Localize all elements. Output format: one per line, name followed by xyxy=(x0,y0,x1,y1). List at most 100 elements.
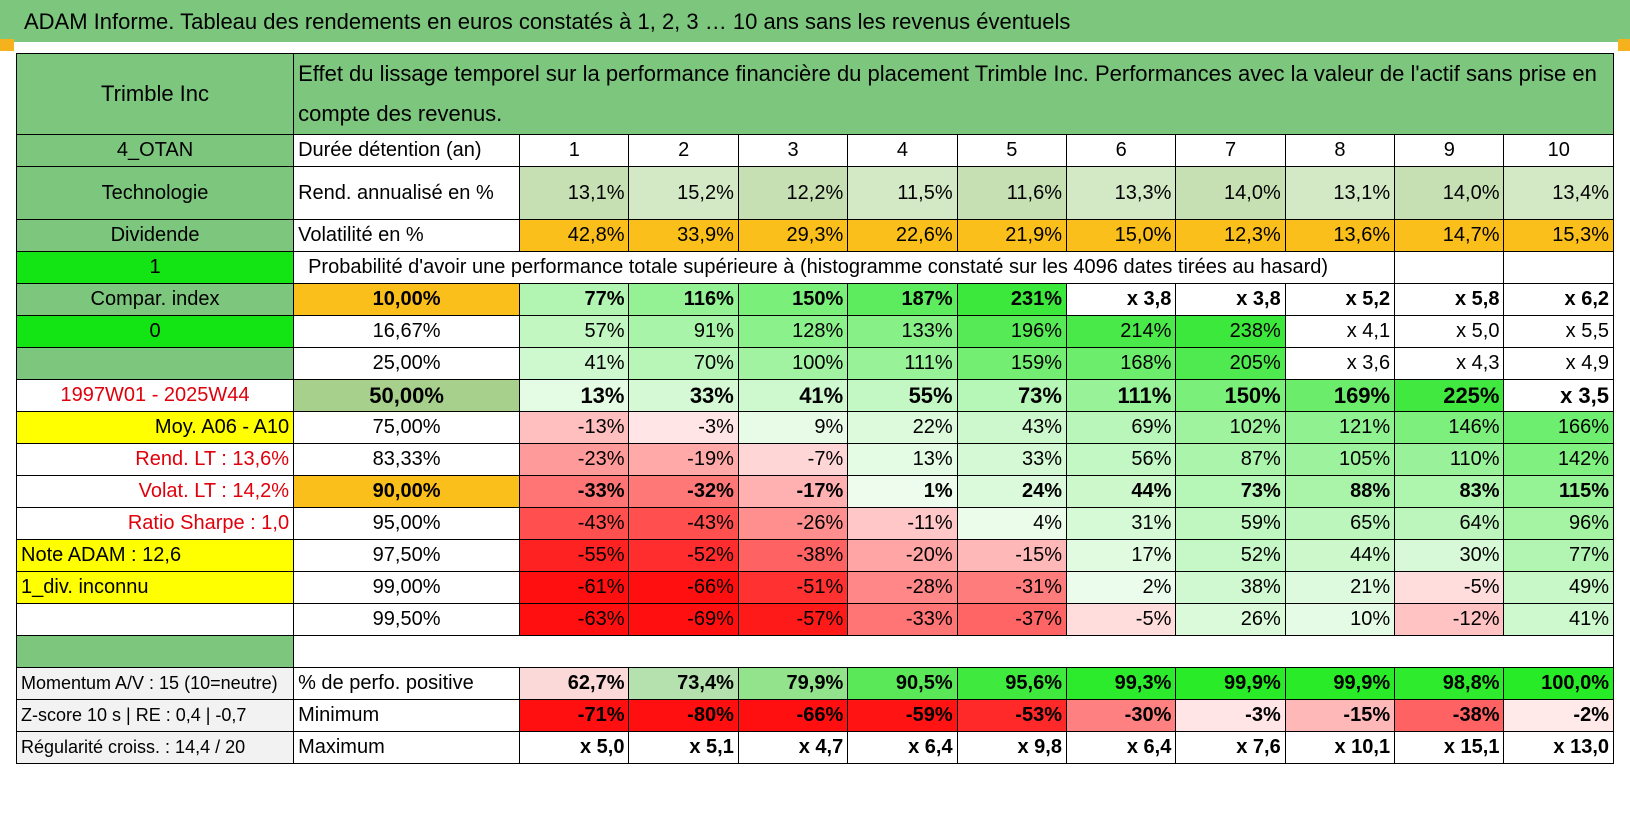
performance-cell: 10% xyxy=(1284,603,1396,636)
spacer-cell xyxy=(293,635,520,668)
summary-side-label: Régularité croiss. : 14,4 / 20 xyxy=(15,731,295,764)
probability-level: 99,50% xyxy=(293,603,521,636)
performance-cell: 59% xyxy=(1175,507,1286,540)
performance-cell: 41% xyxy=(1503,603,1614,636)
spacer-cell xyxy=(519,635,629,668)
performance-cell: 96% xyxy=(1503,507,1614,540)
empty-cell xyxy=(1394,251,1505,284)
summary-cell: -71% xyxy=(519,699,630,732)
spacer-cell xyxy=(738,635,848,668)
performance-cell: -57% xyxy=(737,603,849,636)
performance-cell: -69% xyxy=(628,603,739,636)
performance-cell: 69% xyxy=(1065,411,1177,444)
performance-cell: -19% xyxy=(628,443,739,476)
summary-cell: x 6,4 xyxy=(847,731,958,764)
performance-cell: x 3,5 xyxy=(1503,379,1614,412)
performance-cell: 13% xyxy=(519,379,630,412)
summary-side-label: Momentum A/V : 15 (10=neutre) xyxy=(15,667,295,700)
volatility-cell: 22,6% xyxy=(847,219,958,252)
performance-cell: -20% xyxy=(847,539,958,572)
probability-row: Rend. LT : 13,6% 83,33% -23% -19% -7% 13% 33% 5… xyxy=(15,443,1614,476)
summary-row: Régularité croiss. : 14,4 / 20 Maximum x 5… xyxy=(15,731,1614,764)
performance-cell: 168% xyxy=(1065,347,1177,380)
performance-cell: -31% xyxy=(956,571,1067,604)
performance-cell: 205% xyxy=(1175,347,1286,380)
performance-cell: 102% xyxy=(1175,411,1286,444)
spacer-cell xyxy=(1066,635,1176,668)
probability-level: 16,67% xyxy=(293,315,521,348)
performance-cell: 1% xyxy=(847,475,958,508)
performance-cell: 169% xyxy=(1284,379,1396,412)
summary-row: Momentum A/V : 15 (10=neutre)% de perfo.… xyxy=(15,667,1614,700)
performance-cell: 111% xyxy=(847,347,958,380)
summary-cell: -80% xyxy=(628,699,739,732)
side-label: 4_OTAN xyxy=(15,134,295,167)
side-label: Rend. LT : 13,6% xyxy=(15,443,295,476)
summary-label: Minimum xyxy=(293,699,521,732)
probability-level: 25,00% xyxy=(293,347,521,380)
performance-cell: 83% xyxy=(1394,475,1505,508)
performance-cell: 238% xyxy=(1175,315,1286,348)
side-label: Moy. A06 - A10 xyxy=(15,411,295,444)
performance-cell: x 3,6 xyxy=(1284,347,1396,380)
year-header: 7 xyxy=(1175,134,1286,167)
side-label: Volat. LT : 14,2% xyxy=(15,475,295,508)
performance-cell: x 4,1 xyxy=(1284,315,1396,348)
probability-header-row: 1 Probabilité d'avoir une performance tot… xyxy=(15,251,1614,284)
year-header: 10 xyxy=(1503,134,1614,167)
spacer-cell xyxy=(1175,635,1286,668)
summary-cell: x 9,8 xyxy=(956,731,1067,764)
performance-cell: 225% xyxy=(1394,379,1505,412)
row-label: Durée détention (an) xyxy=(293,134,521,167)
volatility-cell: 33,9% xyxy=(628,219,739,252)
probability-row: Note ADAM : 12,6 97,50% -55% -52% -38% -20% -1… xyxy=(15,539,1614,572)
annual-return-cell: 13,4% xyxy=(1503,166,1614,220)
annual-return-cell: 11,5% xyxy=(847,166,958,220)
performance-cell: 9% xyxy=(737,411,849,444)
summary-cell: 90,5% xyxy=(847,667,958,700)
probability-row: Ratio Sharpe : 1,0 95,00% -43% -43% -26% -11%… xyxy=(15,507,1614,540)
probability-row: 1997W01 - 2025W44 50,00% 13% 33% 41% 55% 73% 11… xyxy=(15,379,1614,412)
year-header: 6 xyxy=(1065,134,1177,167)
corner-marker-right xyxy=(1618,39,1630,51)
performance-cell: 24% xyxy=(956,475,1067,508)
year-header: 8 xyxy=(1284,134,1396,167)
summary-cell: x 15,1 xyxy=(1394,731,1505,764)
performance-cell: 150% xyxy=(737,283,849,316)
performance-cell: 214% xyxy=(1065,315,1177,348)
side-label: 1997W01 - 2025W44 xyxy=(15,379,295,412)
performance-cell: 70% xyxy=(628,347,739,380)
spacer-cell xyxy=(957,635,1067,668)
performance-cell: 44% xyxy=(1065,475,1177,508)
year-header: 9 xyxy=(1394,134,1505,167)
performance-cell: x 3,8 xyxy=(1175,283,1286,316)
performance-cell: 57% xyxy=(519,315,630,348)
summary-side-label: Z-score 10 s | RE : 0,4 | -0,7 xyxy=(15,699,295,732)
probability-level: 10,00% xyxy=(293,283,521,316)
performance-cell: -28% xyxy=(847,571,958,604)
performance-cell: 128% xyxy=(737,315,849,348)
side-label: Technologie xyxy=(15,166,295,220)
probability-header: Probabilité d'avoir une performance tota… xyxy=(293,251,1396,284)
summary-cell: 98,8% xyxy=(1394,667,1505,700)
performance-cell: -51% xyxy=(737,571,849,604)
probability-level: 83,33% xyxy=(293,443,521,476)
performance-cell: 166% xyxy=(1503,411,1614,444)
performance-cell: -23% xyxy=(519,443,630,476)
performance-cell: 91% xyxy=(628,315,739,348)
performance-cell: 100% xyxy=(737,347,849,380)
performance-cell: 146% xyxy=(1394,411,1505,444)
probability-row: Compar. index 10,00% 77% 116% 150% 187% 231% x … xyxy=(15,283,1614,316)
volatility-cell: 14,7% xyxy=(1394,219,1505,252)
report-title: ADAM Informe. Tableau des rendements en … xyxy=(0,0,1630,42)
performance-cell: -33% xyxy=(847,603,958,636)
performance-cell: 30% xyxy=(1394,539,1505,572)
performance-cell: 73% xyxy=(956,379,1067,412)
info-row: Dividende Volatilité en % 42,8% 33,9% 29,3% 2… xyxy=(15,219,1614,252)
side-label: 1_div. inconnu xyxy=(15,571,295,604)
side-label: Compar. index xyxy=(15,283,295,316)
summary-cell: x 10,1 xyxy=(1284,731,1396,764)
performance-cell: -37% xyxy=(956,603,1067,636)
empty-cell xyxy=(1503,251,1614,284)
annual-return-cell: 13,1% xyxy=(519,166,630,220)
